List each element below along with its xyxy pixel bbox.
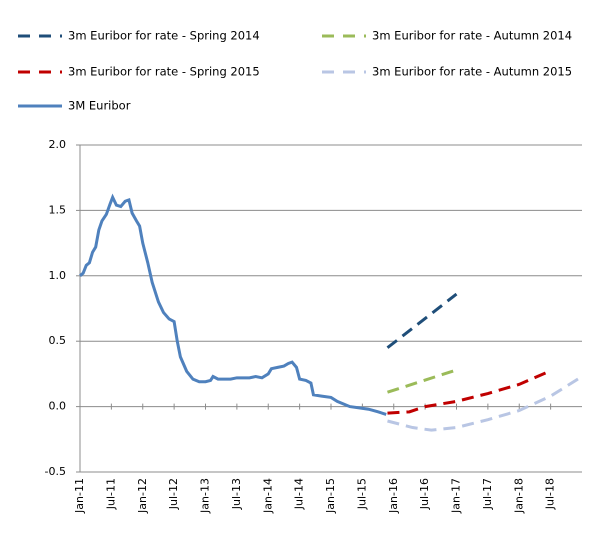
x-tick-label: Jul-14 [293,478,306,510]
legend-label: 3m Euribor for rate - Autumn 2015 [372,65,572,79]
x-tick-label: Jul-17 [481,478,494,510]
series-line [79,193,387,416]
x-tick-label: Jan-15 [324,478,337,514]
x-tick-label: Jul-16 [418,478,431,510]
x-tick-label: Jan-11 [73,478,86,514]
legend-label: 3m Euribor for rate - Autumn 2014 [372,29,572,43]
x-tick-label: Jan-14 [261,478,274,514]
series-line [387,375,583,432]
legend-label: 3m Euribor for rate - Spring 2014 [68,29,260,43]
legend: 3m Euribor for rate - Spring 2014 3m Euri… [18,29,572,113]
y-tick-label: -0.5 [45,465,66,478]
series-line [387,369,550,415]
x-tick-label: Jul-11 [104,478,117,510]
y-tick-label: 1.0 [49,269,67,282]
x-tick-label: Jul-15 [355,478,368,510]
x-tick-label: Jan-13 [199,478,212,514]
y-tick-label: 2.0 [49,138,67,151]
legend-label: 3m Euribor for rate - Spring 2015 [68,65,260,79]
legend-label: 3M Euribor [68,99,131,113]
x-tick-label: Jan-12 [136,478,149,514]
x-tick-label: Jul-13 [230,478,243,510]
series-line [386,292,458,349]
y-tick-label: 0.0 [49,400,67,413]
x-tick-label: Jan-18 [512,478,525,514]
y-tick-label: 1.5 [49,203,67,216]
x-tick-label: Jan-16 [387,478,400,514]
x-tick-label: Jan-17 [450,478,463,514]
y-tick-label: 0.5 [49,334,67,347]
x-tick-label: Jul-18 [544,478,557,510]
x-tick-label: Jul-12 [167,478,180,510]
series-line [387,368,457,394]
